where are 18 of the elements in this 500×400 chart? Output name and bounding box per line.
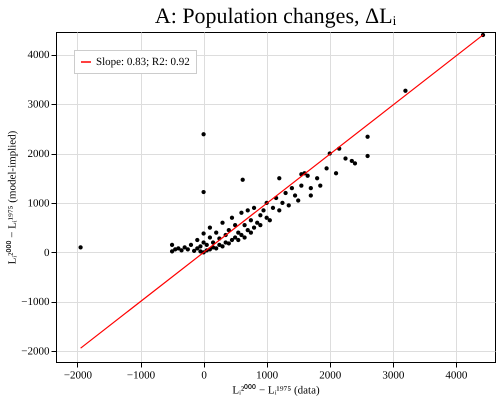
x-tick-label: 0 [201,370,208,382]
x-tick-label: −2000 [64,370,93,382]
y-tick-label: 2000 [28,148,50,160]
x-axis-title: Lᵢ²⁰⁰⁰ − Lᵢ¹⁹⁷⁵ (data) [232,384,320,396]
x-tick-label: 3000 [382,370,405,382]
y-tick-label: 1000 [28,197,50,210]
x-tick-label: −1000 [126,370,156,382]
x-tick-label: 2000 [319,370,342,382]
legend-label: Slope: 0.83; R2: 0.92 [96,56,190,68]
x-tick-label: 1000 [256,370,279,382]
y-tick-label: −2000 [21,346,50,358]
x-tick-label: 4000 [445,370,468,382]
y-tick-label: 0 [44,246,50,259]
y-axis-title: Lᵢ²⁰⁰⁰ − Lᵢ¹⁹⁷⁵ (model-implied) [5,130,18,264]
chart-title: A: Population changes, ΔLᵢ [154,3,397,28]
y-tick-label: −1000 [21,296,50,308]
y-tick-label: 3000 [28,98,50,111]
y-tick-label: 4000 [28,49,50,62]
